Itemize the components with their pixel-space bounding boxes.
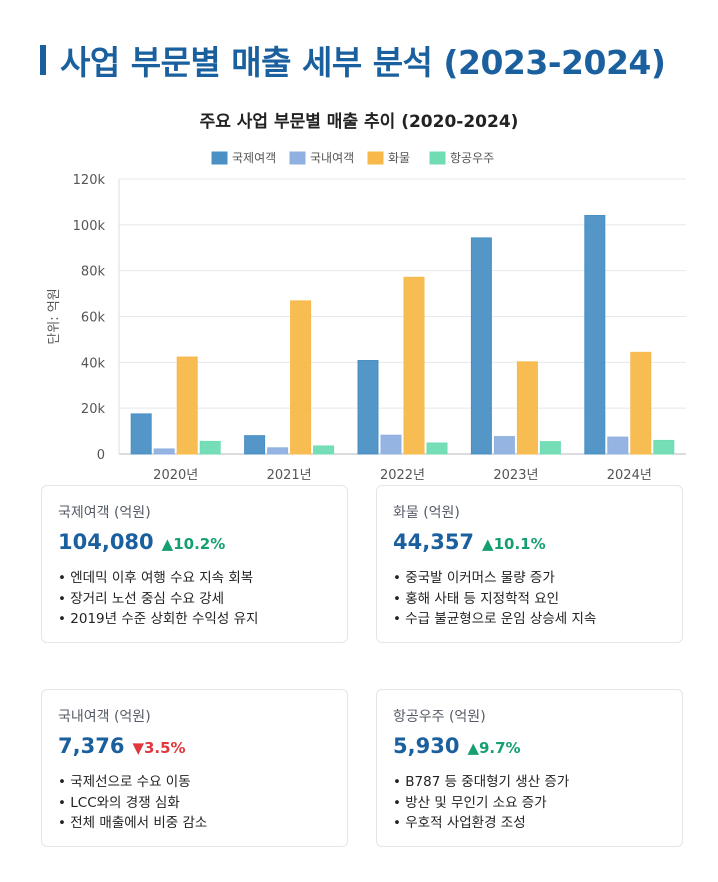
y-tick-label: 100k — [73, 219, 106, 234]
card-cargo: 화물 (억원) 44,357 ▲10.1% 중국발 이커머스 물량 증가 홍해 … — [376, 485, 683, 643]
y-tick-label: 60k — [81, 311, 106, 326]
bar-항공우주-2024년 — [653, 439, 675, 455]
y-tick-label: 0 — [97, 448, 105, 463]
list-item: 전체 매출에서 비중 감소 — [58, 813, 347, 834]
card-value: 7,376 — [58, 734, 125, 758]
card-change: ▼3.5% — [132, 739, 186, 757]
y-tick-label: 80k — [81, 265, 106, 280]
list-item: 수급 불균형으로 운임 상승세 지속 — [393, 609, 682, 630]
list-item: 방산 및 무인기 소요 증가 — [393, 793, 682, 814]
list-item: 우호적 사업환경 조성 — [393, 813, 682, 834]
card-change: ▲9.7% — [467, 739, 521, 757]
card-value: 5,930 — [393, 734, 460, 758]
legend-swatch — [367, 151, 384, 165]
bar-국내여객-2020년 — [153, 448, 175, 455]
bar-화물-2024년 — [630, 351, 652, 455]
card-bullet-list: 국제선으로 수요 이동 LCC와의 경쟁 심화 전체 매출에서 비중 감소 — [58, 772, 347, 834]
list-item: 2019년 수준 상회한 수익성 유지 — [58, 609, 347, 630]
bar-국제여객-2023년 — [470, 237, 492, 455]
bar-화물-2023년 — [516, 361, 538, 455]
y-tick-label: 40k — [81, 356, 106, 371]
y-axis-label: 단위: 억원 — [47, 288, 62, 344]
x-tick-label: 2022년 — [380, 468, 425, 483]
x-tick-label: 2021년 — [267, 468, 312, 483]
x-tick-label: 2023년 — [493, 468, 538, 483]
chart-container: 주요 사업 부문별 매출 추이 (2020-2024) 국제여객 국내여객 화물 항공우… — [0, 95, 718, 495]
bar-화물-2020년 — [176, 356, 198, 455]
list-item: 홍해 사태 등 지정학적 요인 — [393, 589, 682, 610]
y-tick-label: 20k — [81, 402, 106, 417]
legend-label: 국내여객 — [310, 151, 354, 165]
card-value: 104,080 — [58, 530, 154, 554]
bar-국제여객-2020년 — [130, 413, 152, 455]
legend-label: 국제여객 — [232, 151, 276, 165]
chart-title: 주요 사업 부문별 매출 추이 (2020-2024) — [200, 112, 519, 132]
list-item: LCC와의 경쟁 심화 — [58, 793, 347, 814]
bar-항공우주-2021년 — [313, 445, 335, 455]
bar-국제여객-2024년 — [584, 214, 606, 455]
list-item: B787 등 중대형기 생산 증가 — [393, 772, 682, 793]
legend-swatch — [429, 151, 446, 165]
list-item: 중국발 이커머스 물량 증가 — [393, 568, 682, 589]
card-bullet-list: 엔데믹 이후 여행 수요 지속 회복 장거리 노선 중심 수요 강세 2019년… — [58, 568, 347, 630]
card-aerospace: 항공우주 (억원) 5,930 ▲9.7% B787 등 중대형기 생산 증가 … — [376, 689, 683, 847]
bar-화물-2022년 — [403, 276, 425, 455]
card-bullet-list: 중국발 이커머스 물량 증가 홍해 사태 등 지정학적 요인 수급 불균형으로 … — [393, 568, 682, 630]
page-title: 사업 부문별 매출 세부 분석 (2023-2024) — [40, 36, 666, 84]
bar-항공우주-2023년 — [539, 441, 561, 455]
bar-항공우주-2022년 — [426, 442, 448, 455]
list-item: 국제선으로 수요 이동 — [58, 772, 347, 793]
bar-국내여객-2023년 — [493, 436, 515, 455]
title-accent-bar — [40, 45, 46, 75]
card-label: 국내여객 (억원) — [58, 709, 151, 725]
list-item: 엔데믹 이후 여행 수요 지속 회복 — [58, 568, 347, 589]
card-label: 항공우주 (억원) — [393, 709, 486, 725]
card-change: ▲10.2% — [161, 535, 226, 553]
card-change: ▲10.1% — [482, 535, 546, 553]
bar-국내여객-2022년 — [380, 434, 402, 455]
card-label: 화물 (억원) — [393, 505, 460, 521]
list-item: 장거리 노선 중심 수요 강세 — [58, 589, 347, 610]
legend-label: 화물 — [388, 151, 410, 165]
bar-국제여객-2022년 — [357, 360, 379, 455]
bar-chart: 주요 사업 부문별 매출 추이 (2020-2024) 국제여객 국내여객 화물 항공우… — [47, 112, 686, 483]
legend-swatch — [289, 151, 306, 165]
x-tick-label: 2024년 — [607, 468, 652, 483]
card-bullet-list: B787 등 중대형기 생산 증가 방산 및 무인기 소요 증가 우호적 사업환… — [393, 772, 682, 834]
page-title-text: 사업 부문별 매출 세부 분석 (2023-2024) — [60, 43, 666, 82]
legend-swatch — [211, 151, 228, 165]
card-value: 44,357 — [393, 530, 475, 554]
legend-label: 항공우주 — [450, 151, 494, 165]
y-tick-label: 120k — [73, 173, 106, 188]
card-international-passenger: 국제여객 (억원) 104,080 ▲10.2% 엔데믹 이후 여행 수요 지속… — [41, 485, 348, 643]
card-label: 국제여객 (억원) — [58, 505, 151, 521]
card-domestic-passenger: 국내여객 (억원) 7,376 ▼3.5% 국제선으로 수요 이동 LCC와의 … — [41, 689, 348, 847]
bar-국제여객-2021년 — [244, 435, 266, 455]
bar-항공우주-2020년 — [199, 440, 221, 455]
bar-국내여객-2024년 — [607, 436, 629, 455]
x-tick-label: 2020년 — [153, 468, 198, 483]
bar-화물-2021년 — [290, 300, 312, 455]
bar-국내여객-2021년 — [267, 447, 289, 455]
